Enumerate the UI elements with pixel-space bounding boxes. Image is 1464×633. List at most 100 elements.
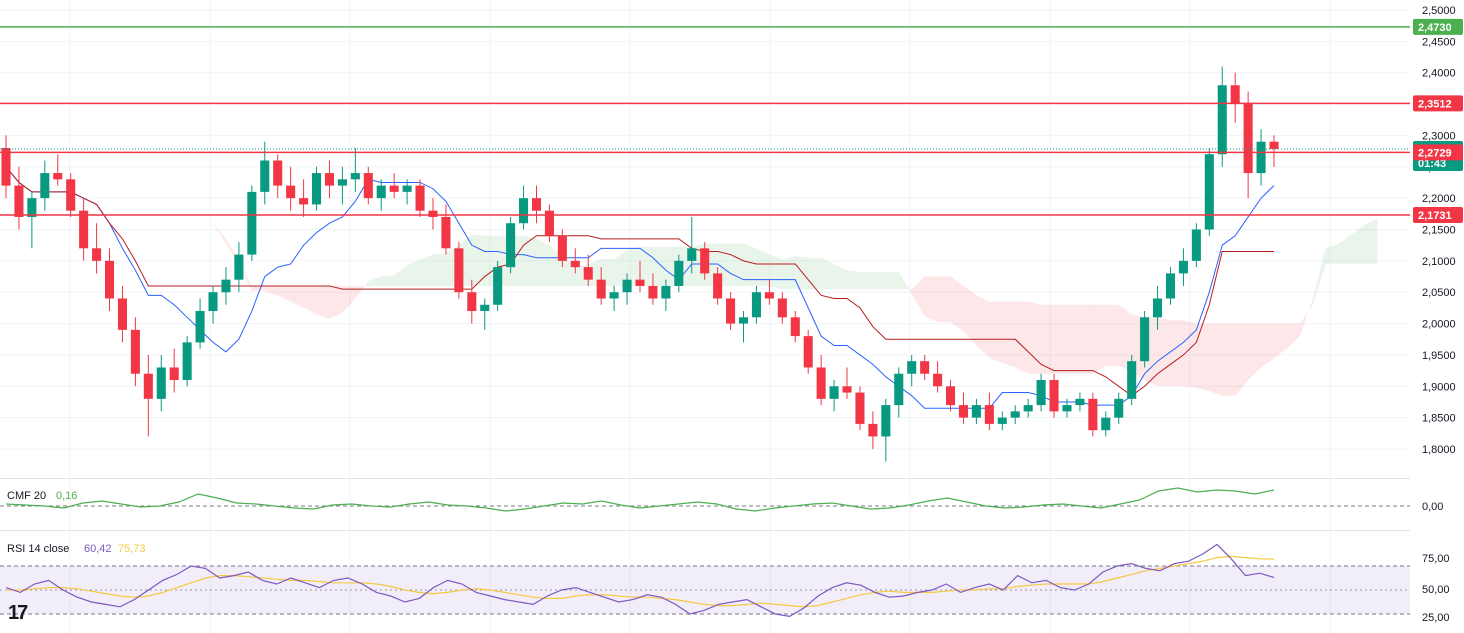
support-resistance-levels [0,26,1410,216]
cloud-segment [1028,301,1042,374]
cloud-segment [1222,323,1236,396]
price-tick-label: 1,9500 [1422,350,1456,362]
candle-body [1114,398,1124,418]
rsi-axis-tick: 75,00 [1422,553,1450,565]
candle-body [506,223,516,268]
rsi-axis-tick: 50,00 [1422,584,1450,596]
candle-body [286,185,296,199]
price-tick-label: 1,8500 [1422,413,1456,425]
candle-body [803,336,813,368]
cloud-segment [1325,243,1339,264]
price-level-tag [1413,95,1463,112]
candle-body [1049,380,1059,412]
candle-body [946,386,956,406]
candle-body [389,185,399,192]
candle-body [764,292,774,299]
price-level-tag-label: 2,2729 [1418,147,1452,159]
candle-body [1036,380,1046,406]
candle-body [79,210,89,249]
cloud-segment [187,198,201,205]
candle-body [14,185,24,217]
cloud-segment [652,246,666,286]
candle-body [557,235,567,261]
cloud-segment [562,256,576,286]
cloud-segment [1041,304,1055,374]
candle-body [1153,298,1163,318]
cmf-value: 0,16 [56,490,77,502]
cmf-label: CMF 20 [7,490,46,502]
candle-body [324,173,334,186]
cloud-segment [1286,323,1300,349]
price-tick-label: 2,2000 [1422,193,1456,205]
cloud-segment [1299,298,1313,337]
cmf-pane[interactable]: CMF 20 0,16 0,00 [0,487,1443,513]
candle-body [363,173,373,199]
cloud-segment [1196,323,1210,391]
candle-body [674,260,684,286]
cloud-segment [407,259,421,286]
cloud-segment [859,271,873,290]
cloud-segment [640,246,653,286]
candle-body [622,279,632,293]
cloud-segment [1054,304,1067,374]
cloud-segment [432,253,446,286]
cloud-segment [950,276,964,332]
candle-body [53,173,63,180]
tenkan-line [5,166,1275,409]
candle-body [92,248,102,261]
candle-body [1191,229,1201,261]
cloud-segment [1351,224,1365,264]
candle-body [531,198,542,211]
rsi-axis-tick: 25,00 [1422,612,1450,624]
cloud-segment [1002,301,1016,368]
price-pane[interactable] [0,26,1410,462]
candle-body [415,185,425,211]
price-tick-label: 2,0000 [1422,319,1456,331]
candle-body [1217,85,1227,155]
candle-body [1062,405,1072,412]
price-tick-label: 1,9000 [1422,381,1456,393]
price-level-tag [1413,144,1463,161]
candle-body [738,317,749,324]
rsi-ma-value: 75,73 [118,543,146,555]
price-level-tag-label: 2,1731 [1418,210,1452,222]
candle-body [40,173,50,199]
cloud-segment [1235,323,1249,396]
candle-body [1088,398,1098,431]
cloud-segment [109,166,123,183]
kijun-line [5,166,1274,397]
candle-body [66,179,76,211]
price-level-tag-label: 2,4730 [1418,22,1452,34]
rsi-pane[interactable]: RSI 14 close 60,42 75,73 75,00 50,00 25,… [0,543,1450,624]
candle-body [971,405,981,418]
candle-body [700,248,710,274]
candle-body [1127,361,1137,399]
candle-body [907,361,917,374]
cloud-segment [834,263,848,290]
cmf-line [5,487,1275,512]
candle-body [713,273,723,299]
candle-body [609,292,619,299]
cloud-segment [885,271,899,290]
candle-body [376,185,386,199]
candle-body [27,198,37,217]
price-tick-label: 2,1000 [1422,256,1456,268]
candle-body [480,304,490,312]
candle-body [273,160,283,186]
candle-body [894,373,904,406]
cloud-segment [1157,317,1171,387]
cloud-segment [627,246,640,286]
cloud-segment [872,271,886,290]
cloud-segment [290,285,304,308]
tradingview-logo[interactable]: 17 [8,602,28,624]
cloud-segment [303,285,317,315]
ichimoku-cloud [5,166,1378,409]
cloud-segment [200,204,214,224]
price-tick-label: 2,3000 [1422,130,1456,142]
cmf-axis-tick: 0,00 [1422,501,1443,513]
candle-body [790,317,800,337]
candle-body [156,367,166,399]
candlestick-series [1,66,1279,462]
